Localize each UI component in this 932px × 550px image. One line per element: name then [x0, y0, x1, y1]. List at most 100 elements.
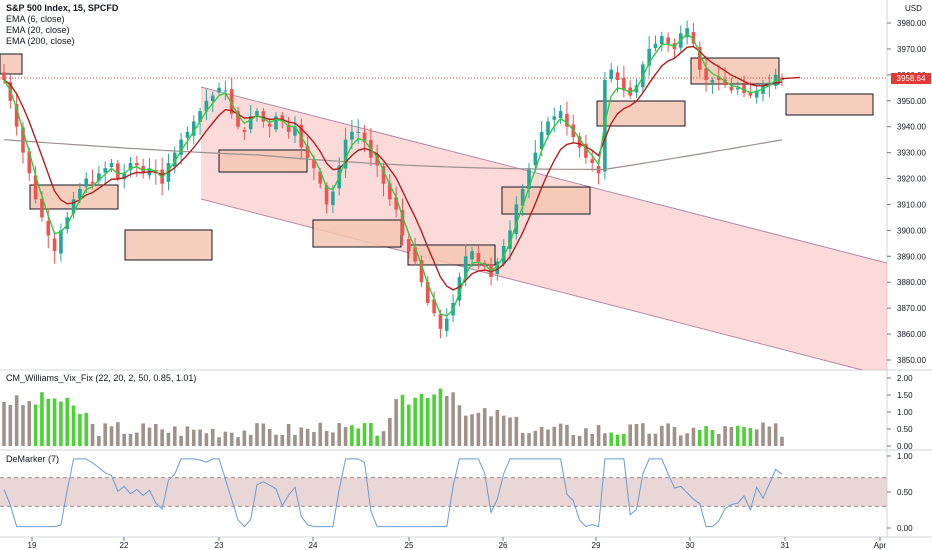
time-tick-label: 30 — [686, 541, 695, 550]
vix-bar — [590, 433, 595, 446]
vix-bar — [419, 393, 424, 446]
vix-bar — [767, 426, 772, 446]
candle-body — [78, 188, 82, 199]
ema6-line — [3, 33, 783, 317]
price-tick-label: 3900.00 — [897, 226, 926, 235]
vix-bar — [154, 424, 158, 446]
vix-bar — [135, 432, 139, 446]
vix-bar — [533, 430, 538, 446]
vix-tick-label: 1.50 — [897, 391, 913, 400]
candle-body — [242, 129, 247, 132]
time-tick-label: 31 — [781, 541, 790, 550]
candle-body — [223, 90, 228, 92]
vix-bar — [337, 423, 342, 446]
zone-box — [312, 219, 402, 248]
time-tick-label: 23 — [215, 541, 224, 550]
vix-bar — [375, 435, 379, 446]
candle-body — [350, 131, 354, 140]
candle-body — [305, 145, 310, 158]
vix-bar — [710, 429, 715, 446]
candle-body — [590, 159, 595, 163]
vix-bar — [647, 433, 651, 446]
currency-label: USD — [905, 4, 922, 13]
candle-body — [362, 132, 367, 143]
candle-body — [204, 100, 209, 112]
vix-bar — [160, 429, 164, 446]
candle-body — [280, 115, 285, 122]
demarker-line — [3, 458, 783, 528]
demarker-tick-label: 0.00 — [897, 524, 913, 533]
zone-box — [218, 149, 308, 173]
vix-bar — [369, 422, 373, 446]
vix-bar — [97, 436, 101, 446]
vix-bar — [210, 428, 215, 446]
vix-bar — [109, 426, 114, 446]
candle-body — [375, 153, 379, 166]
candle-body — [33, 175, 38, 200]
vix-bar — [71, 405, 76, 446]
last-price-tag: 3958.64 — [891, 73, 931, 84]
vix-bar — [27, 401, 32, 446]
candle-body — [343, 139, 348, 169]
candle-body — [318, 171, 323, 184]
price-tick-label: 3930.00 — [897, 149, 926, 158]
candle-body — [90, 181, 95, 184]
time-tick-label: Apr — [874, 541, 887, 550]
ema6-label: EMA (6, close) — [6, 14, 65, 24]
candle-body — [653, 43, 658, 49]
candle-body — [274, 116, 278, 130]
candle-body — [179, 139, 183, 155]
price-tick-label: 3980.00 — [897, 19, 926, 28]
candle-body — [135, 163, 139, 166]
vix-tick-label: 0.50 — [897, 425, 913, 434]
candle-body — [255, 111, 259, 117]
vix-bar — [501, 415, 506, 446]
vix-bar — [280, 434, 285, 446]
vix-bar — [394, 399, 398, 446]
candle-body — [660, 35, 664, 45]
vix-bar — [147, 427, 152, 446]
candle-body — [293, 126, 297, 136]
vix-bar — [723, 426, 727, 446]
candle-body — [103, 168, 108, 173]
candle-body — [735, 87, 740, 90]
price-tick-label: 3890.00 — [897, 252, 926, 261]
vix-bar — [539, 426, 544, 446]
candle-body — [46, 220, 51, 236]
candle-body — [286, 124, 291, 132]
vix-bar — [122, 433, 126, 446]
price-tick-label: 3880.00 — [897, 278, 926, 287]
candle-body — [438, 314, 443, 329]
candle-body — [324, 185, 329, 205]
candle-body — [729, 86, 734, 91]
candle-body — [723, 79, 727, 86]
candle-body — [558, 111, 563, 119]
candle-body — [122, 173, 126, 180]
candle-body — [432, 299, 436, 314]
time-tick-label: 25 — [405, 541, 414, 550]
vix-bar — [773, 423, 778, 446]
vix-bar — [660, 425, 664, 446]
candle-body — [128, 162, 133, 170]
price-tick-label: 3850.00 — [897, 356, 926, 365]
candle-body — [407, 239, 411, 252]
candle-body — [533, 152, 538, 166]
vix-bar — [46, 398, 51, 446]
vix-bar — [78, 414, 82, 446]
candle-body — [463, 256, 468, 278]
vix-bar — [609, 432, 614, 446]
vix-bar — [615, 434, 620, 446]
candle-body — [185, 131, 190, 138]
vix-tick-label: 0.00 — [897, 442, 913, 451]
candle-body — [267, 123, 272, 127]
vix-bar — [362, 423, 367, 446]
candle-body — [97, 173, 101, 181]
vix-bar — [413, 397, 417, 446]
candle-body — [691, 32, 696, 44]
vix-bar — [388, 417, 392, 446]
candle-body — [21, 127, 25, 153]
vix-bar — [634, 423, 639, 446]
vix-bar — [286, 424, 291, 446]
candle-body — [476, 253, 481, 262]
